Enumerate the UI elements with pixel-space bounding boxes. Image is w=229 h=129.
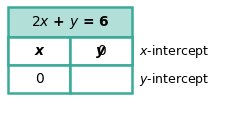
Bar <box>8 37 70 64</box>
Bar <box>8 7 132 37</box>
Text: x: x <box>35 43 44 58</box>
Bar <box>8 37 70 65</box>
Text: 0: 0 <box>35 72 43 86</box>
Bar <box>8 65 70 93</box>
Bar <box>70 37 132 64</box>
Text: y: y <box>96 43 106 58</box>
Text: $\mathit{y}$-intercept: $\mathit{y}$-intercept <box>139 71 210 87</box>
Text: $\mathit{2x}$ + $\mathit{y}$ = 6: $\mathit{2x}$ + $\mathit{y}$ = 6 <box>31 14 109 30</box>
Bar <box>70 37 132 65</box>
Text: 0: 0 <box>97 44 105 58</box>
Bar <box>70 65 132 93</box>
Text: $\mathit{x}$-intercept: $\mathit{x}$-intercept <box>139 42 210 59</box>
